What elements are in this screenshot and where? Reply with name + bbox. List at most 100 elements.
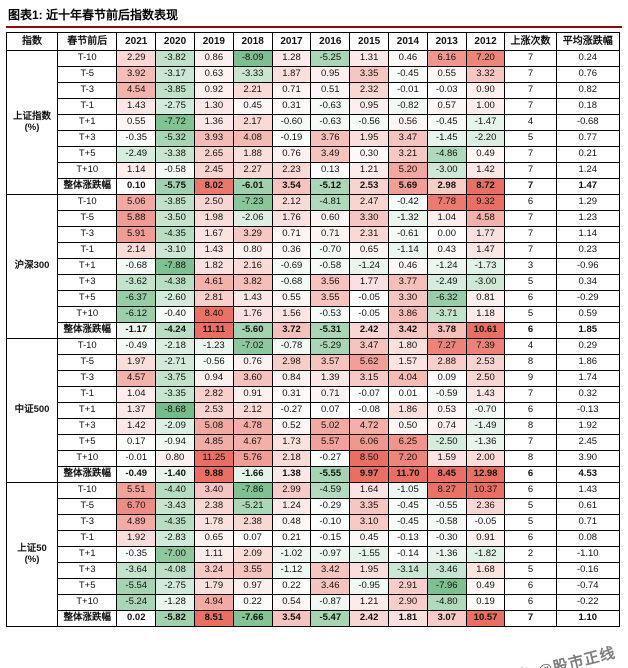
value-cell: -4.08 [155,562,195,579]
value-cell: -3.33 [232,66,273,83]
value-cell: 11.25 [193,450,234,467]
row-label-cell: T+3 [57,274,118,291]
value-cell: -1.66 [232,466,273,483]
value-cell: -5.75 [155,178,195,195]
value-cell: -0.56 [349,114,390,131]
rises-cell: 7 [504,242,557,259]
value-cell: 1.11 [193,546,234,563]
value-cell: 0.86 [193,50,234,67]
value-cell: 3.49 [310,146,351,163]
value-cell: -0.05 [349,290,390,307]
value-cell: 0.80 [155,450,195,467]
table-row: T+3 -3.64 -4.08 3.24 3.55 -1.12 3.42 1.95 -3.14-… [7,562,621,579]
row-label-cell: T+3 [57,130,118,147]
row-label-cell: T-1 [57,530,118,547]
value-cell: 1.47 [465,242,506,259]
value-cell: -1.36 [465,434,506,451]
value-cell: 5.88 [116,210,157,227]
value-cell: 3.72 [271,322,312,339]
value-cell: 3.55 [310,290,351,307]
value-cell: 0.71 [310,386,351,403]
value-cell: 9.32 [465,194,506,211]
row-label-cell: T+5 [57,578,118,595]
value-cell: 1.68 [465,562,506,579]
table-row: T+3 -3.62 -4.38 4.61 3.82 -0.68 3.56 1.77 3.77 -2… [7,274,621,291]
value-cell: 2.38 [193,498,234,515]
value-cell: -1.24 [426,258,467,275]
value-cell: 10.57 [465,610,506,627]
rises-cell: 7 [504,434,557,451]
row-label-cell: T-3 [57,370,118,387]
value-cell: 1.64 [349,482,390,499]
table-row: T-1 2.14 -3.10 1.43 0.80 0.36 -0.70 0.65 -1.14 0.… [7,242,621,259]
value-cell: 4.58 [465,210,506,227]
value-cell: 0.81 [465,290,506,307]
value-cell: 3.57 [310,354,351,371]
avg-cell: 1.43 [555,482,621,499]
value-cell: 0.55 [426,66,467,83]
avg-cell: -0.68 [555,114,621,131]
value-cell: 8.40 [193,306,234,323]
value-cell: -0.61 [388,226,428,243]
value-cell: -7.66 [232,610,273,627]
row-label-cell: T-10 [57,194,118,211]
value-cell: -6.12 [116,306,157,323]
value-cell: -0.69 [271,258,312,275]
row-label-cell: T-5 [57,354,118,371]
value-cell: 2.65 [193,146,234,163]
avg-cell: 0.77 [555,130,621,147]
value-cell: 2.81 [193,290,234,307]
column-header: 2016 [310,32,351,51]
value-cell: 0.31 [271,98,312,115]
value-cell: -4.38 [155,274,195,291]
column-header: 2017 [271,32,312,51]
value-cell: -3.85 [155,82,195,99]
value-cell: -3.43 [155,498,195,515]
row-label-cell: T-5 [57,66,118,83]
value-cell: -5.21 [232,498,273,515]
avg-cell: 0.08 [555,530,621,547]
table-row: 整体涨跌幅 0.02 -5.82 8.51 -7.66 3.54 -5.47 2.42 1.81… [7,610,621,627]
value-cell: 3.35 [349,66,390,83]
table-row: T-3 4.54 -3.85 0.92 2.21 0.71 0.51 2.32 -0.01 -0.… [7,82,621,99]
table-row: 整体涨跌幅 -1.17 -4.24 11.11 -5.60 3.72 -5.31 2.42 3.… [7,322,621,339]
value-cell: -2.71 [155,354,195,371]
value-cell: -6.37 [116,290,157,307]
avg-cell: 0.34 [555,274,621,291]
value-cell: 6.06 [349,434,390,451]
column-header: 2018 [232,32,273,51]
value-cell: -1.17 [116,322,157,339]
row-label-cell: T-10 [57,482,118,499]
value-cell: -1.02 [271,546,312,563]
value-cell: 1.14 [116,162,157,179]
rises-cell: 7 [504,610,557,627]
table-row: T-3 4.57 -3.75 0.94 3.60 0.84 1.39 3.15 4.04 0.09… [7,370,621,387]
avg-cell: 0.24 [555,50,621,67]
value-cell: -4.86 [426,146,467,163]
table-row: T-5 1.97 -2.71 -0.56 0.76 2.98 3.57 5.62 1.57 2.8… [7,354,621,371]
row-label-cell: T+1 [57,258,118,275]
value-cell: 0.45 [349,530,390,547]
value-cell: 0.90 [465,82,506,99]
value-cell: 2.50 [193,194,234,211]
row-label-cell: T-1 [57,98,118,115]
value-cell: 1.18 [465,306,506,323]
table-row: T+1 1.37 -8.68 2.53 2.12 -0.27 0.07 -0.08 1.86 0.… [7,402,621,419]
value-cell: 1.37 [116,402,157,419]
column-header: 2012 [465,32,506,51]
value-cell: -1.47 [465,114,506,131]
value-cell: -0.68 [116,258,157,275]
rises-cell: 6 [504,322,557,339]
value-cell: 0.91 [465,530,506,547]
value-cell: 3.21 [388,146,428,163]
value-cell: -0.30 [426,530,467,547]
watermark: 头条 @股市正线 [500,644,618,668]
value-cell: 1.28 [271,50,312,67]
rises-cell: 6 [504,594,557,611]
avg-cell: 1.86 [555,354,621,371]
value-cell: 3.40 [193,482,234,499]
value-cell: 2.53 [349,178,390,195]
value-cell: 3.07 [426,610,467,627]
value-cell: 1.43 [116,98,157,115]
table-header: 指数 春节前后 2021 2020 2019 2018 2017 2016 2015 2014 20… [5,32,621,51]
